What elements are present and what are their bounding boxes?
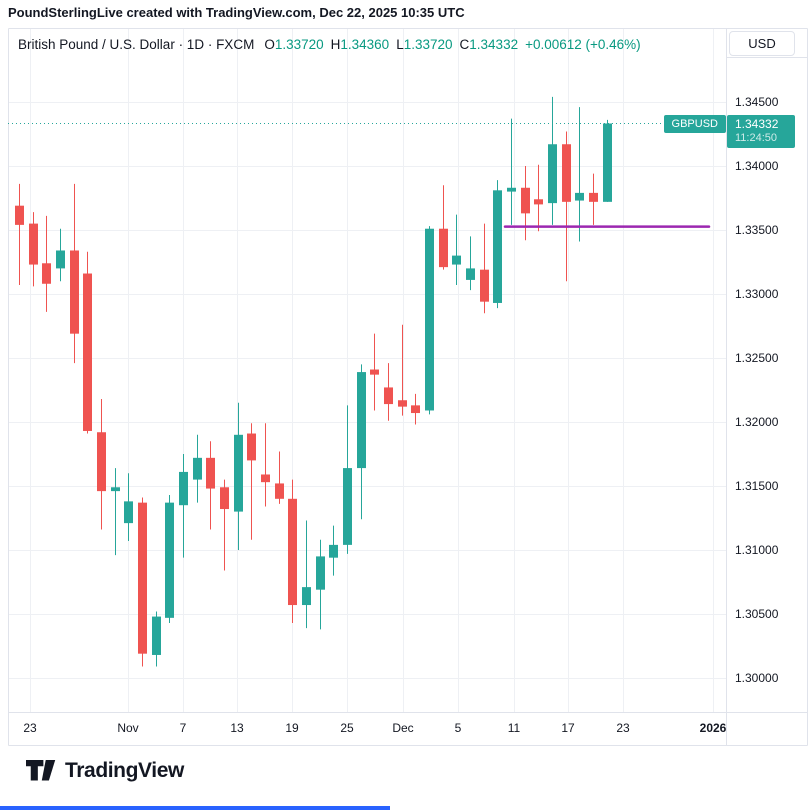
open-value: 1.33720	[274, 37, 324, 52]
candle-body-up	[329, 544, 338, 558]
change-value: +0.00612 (+0.46%)	[525, 37, 641, 52]
time-tick-label: 7	[179, 721, 187, 735]
candle-body-up	[152, 616, 161, 655]
open-label: O	[264, 37, 275, 52]
candle-body-down	[206, 457, 215, 489]
symbol-legend: British Pound / U.S. Dollar · 1D · FXCM O…	[18, 37, 641, 52]
candle-body-down	[138, 502, 147, 654]
candle-body-down	[97, 432, 106, 492]
low-value: 1.33720	[403, 37, 453, 52]
time-tick-label: 13	[230, 721, 244, 735]
candle-body-down	[534, 199, 543, 205]
tradingview-logo-icon	[26, 759, 56, 781]
candle-body-down	[589, 192, 598, 202]
tradingview-logo-text: TradingView	[65, 759, 184, 782]
bar-countdown-timer: 11:24:50	[735, 131, 778, 144]
price-tick-label: 1.33000	[735, 286, 779, 301]
candle-body-up	[316, 556, 325, 590]
time-tick-label: 25	[340, 721, 354, 735]
candle-body-down	[247, 433, 256, 461]
candle-body-up	[343, 468, 352, 545]
time-tick-label: 19	[285, 721, 299, 735]
candle-body-up	[603, 123, 612, 202]
tradingview-logo[interactable]: TradingView	[26, 759, 184, 783]
candle-body-down	[439, 228, 448, 268]
time-tick-label: 23	[23, 721, 37, 735]
time-tick-label: 11	[507, 721, 521, 735]
high-value: 1.34360	[340, 37, 390, 52]
price-tick-label: 1.34500	[735, 94, 779, 109]
candle-body-down	[42, 263, 51, 284]
candle-body-down	[480, 269, 489, 302]
candle-body-down	[15, 205, 24, 225]
candle-body-down	[275, 483, 284, 499]
candle-body-down	[261, 474, 270, 483]
candle-body-up	[193, 457, 202, 480]
symbol-price-tag: GBPUSD	[663, 114, 726, 133]
candle-body-down	[220, 487, 229, 510]
close-label: C	[459, 37, 470, 52]
attribution-text: PoundSterlingLive created with TradingVi…	[8, 5, 465, 20]
candle-body-up	[179, 471, 188, 506]
candle-body-down	[398, 400, 407, 407]
bottom-blue-bar	[0, 806, 390, 810]
candle-body-down	[70, 250, 79, 334]
candle-body-down	[521, 187, 530, 214]
currency-toggle-button[interactable]: USD	[729, 31, 795, 56]
time-tick-label: 17	[561, 721, 575, 735]
candle-body-up	[111, 487, 120, 492]
close-value: 1.34332	[469, 37, 519, 52]
candle-body-up	[56, 250, 65, 269]
candle-body-up	[234, 434, 243, 512]
candle-body-down	[29, 223, 38, 265]
candle-body-up	[124, 501, 133, 524]
time-tick-label: Dec	[392, 721, 414, 735]
price-tick-label: 1.32000	[735, 414, 779, 429]
candle-body-down	[83, 273, 92, 431]
candle-body-up	[575, 192, 584, 201]
last-price-value: 1.34332	[735, 116, 779, 131]
candle-body-down	[411, 405, 420, 414]
price-tick-label: 1.31500	[735, 478, 779, 493]
time-tick-label: 5	[454, 721, 462, 735]
candle-body-down	[384, 387, 393, 405]
price-tick-label: 1.30500	[735, 606, 779, 621]
low-label: L	[396, 37, 404, 52]
symbol-title: British Pound / U.S. Dollar · 1D · FXCM	[18, 37, 255, 52]
candle-body-up	[466, 268, 475, 280]
candle-body-up	[357, 372, 366, 469]
candle-body-up	[302, 587, 311, 606]
time-tick-label: Nov	[117, 721, 139, 735]
candle-body-up	[452, 255, 461, 265]
price-tick-label: 1.33500	[735, 222, 779, 237]
candle-body-down	[562, 144, 571, 202]
candle-body-up	[493, 190, 502, 303]
time-tick-label: 23	[616, 721, 630, 735]
price-tick-label: 1.31000	[735, 542, 779, 557]
candle-body-up	[548, 144, 557, 204]
price-tick-label: 1.34000	[735, 158, 779, 173]
candle-body-down	[288, 498, 297, 606]
time-tick-label: 2026	[699, 721, 727, 735]
price-tick-label: 1.30000	[735, 670, 779, 685]
candle-body-up	[165, 502, 174, 618]
price-tick-label: 1.32500	[735, 350, 779, 365]
candle-body-up	[425, 228, 434, 411]
last-price-axis-label: 1.34332 11:24:50	[727, 114, 795, 148]
candle-body-up	[507, 187, 516, 192]
high-label: H	[330, 37, 341, 52]
candle-body-down	[370, 369, 379, 375]
